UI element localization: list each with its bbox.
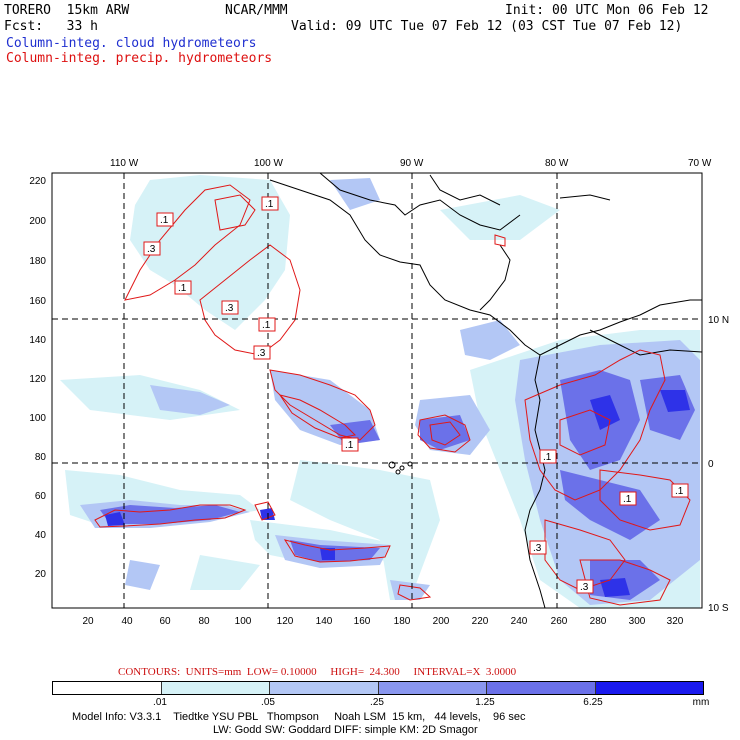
svg-text:.3: .3 <box>147 244 156 255</box>
x-tick: 320 <box>667 616 684 627</box>
lat-label: 0 <box>708 459 714 470</box>
svg-text:.1: .1 <box>178 283 187 294</box>
lon-label: 90 W <box>400 158 424 169</box>
model-name: TORERO 15km ARW <box>4 3 130 18</box>
x-tick: 180 <box>394 616 411 627</box>
y-tick: 20 <box>35 569 47 580</box>
y-tick: 220 <box>29 176 46 187</box>
scale-label: .01 <box>153 697 167 708</box>
contour-label: .3 <box>143 241 161 256</box>
svg-text:.1: .1 <box>160 215 169 226</box>
svg-text:.1: .1 <box>345 440 354 451</box>
y-tick: 60 <box>35 491 47 502</box>
color-scale-bar <box>52 681 704 695</box>
y-tick: 140 <box>29 335 46 346</box>
contour-info: CONTOURS: UNITS=mm LOW= 0.10000 HIGH= 24… <box>118 666 517 678</box>
x-tick: 300 <box>629 616 646 627</box>
contour-label: .1 <box>671 483 689 498</box>
contour-label: .3 <box>221 300 239 315</box>
y-tick: 200 <box>29 216 46 227</box>
x-tick: 100 <box>235 616 252 627</box>
contour-label: .1 <box>539 449 557 464</box>
x-tick: 220 <box>472 616 489 627</box>
x-tick: 80 <box>198 616 210 627</box>
lon-label: 80 W <box>545 158 569 169</box>
organization: NCAR/MMM <box>225 3 288 18</box>
svg-text:.1: .1 <box>675 486 684 497</box>
contour-label: .3 <box>253 345 271 360</box>
valid-time: Valid: 09 UTC Tue 07 Feb 12 (03 CST Tue … <box>291 19 683 34</box>
svg-text:.1: .1 <box>623 494 632 505</box>
color-swatch <box>486 682 595 694</box>
color-swatch <box>377 682 486 694</box>
y-tick: 120 <box>29 374 46 385</box>
right-lat-labels: 10 N 0 10 S <box>708 315 729 614</box>
color-swatch <box>53 682 161 694</box>
x-tick: 60 <box>159 616 171 627</box>
galapagos-islands <box>388 461 413 475</box>
contour-label: .1 <box>156 212 174 227</box>
svg-text:.3: .3 <box>225 303 234 314</box>
svg-text:.3: .3 <box>533 543 542 554</box>
svg-text:.3: .3 <box>580 582 589 593</box>
model-info-line2: LW: Godd SW: Goddard DIFF: simple KM: 2D… <box>213 724 478 736</box>
precip-contours <box>94 184 691 606</box>
left-tick-labels: 220 200 180 160 140 120 100 80 60 40 20 <box>29 176 46 580</box>
contour-label: .3 <box>576 579 594 594</box>
svg-text:.1: .1 <box>262 320 271 331</box>
lat-label: 10 N <box>708 315 729 326</box>
scale-label: .05 <box>261 697 275 708</box>
contour-label: .1 <box>258 317 276 332</box>
y-tick: 40 <box>35 530 47 541</box>
model-info-line1: Model Info: V3.3.1 Tiedtke YSU PBL Thomp… <box>72 711 526 723</box>
x-tick: 40 <box>121 616 133 627</box>
y-tick: 180 <box>29 256 46 267</box>
x-tick: 160 <box>354 616 371 627</box>
contour-label: .3 <box>529 540 547 555</box>
contour-label: .1 <box>619 491 637 506</box>
x-tick: 200 <box>433 616 450 627</box>
scale-label: 6.25 <box>583 697 603 708</box>
top-lon-labels: 110 W 100 W 90 W 80 W 70 W <box>110 158 712 169</box>
x-tick: 240 <box>511 616 528 627</box>
contour-label: .1 <box>174 280 192 295</box>
coastline <box>269 173 702 608</box>
color-swatch <box>160 682 269 694</box>
y-tick: 160 <box>29 296 46 307</box>
scale-label: 1.25 <box>475 697 495 708</box>
lon-label: 70 W <box>688 158 712 169</box>
forecast-hour: Fcst: 33 h <box>4 19 98 34</box>
svg-text:.1: .1 <box>265 199 274 210</box>
lon-label: 110 W <box>110 158 139 169</box>
x-tick: 20 <box>82 616 94 627</box>
lat-label: 10 S <box>708 603 729 614</box>
lon-label: 100 W <box>254 158 283 169</box>
scale-label: .25 <box>370 697 384 708</box>
field-label-cloud: Column-integ. cloud hydrometeors <box>6 36 257 51</box>
contour-label: .1 <box>261 196 279 211</box>
bottom-tick-labels: 20 40 60 80 100 120 140 160 180 200 220 … <box>82 616 683 627</box>
contour-label-boxes: .1 .1 .3 .1 .3 .1 .3 .1 .1 .1 .3 .3 .1 <box>143 196 689 594</box>
x-tick: 120 <box>277 616 294 627</box>
y-tick: 100 <box>29 413 46 424</box>
init-time: Init: 00 UTC Mon 06 Feb 12 <box>505 3 709 18</box>
color-swatch <box>594 682 703 694</box>
svg-text:.1: .1 <box>543 452 552 463</box>
contour-label: .1 <box>341 437 359 452</box>
field-label-precip: Column-integ. precip. hydrometeors <box>6 51 273 66</box>
scale-units: mm <box>692 697 710 708</box>
y-tick: 80 <box>35 452 47 463</box>
x-tick: 140 <box>316 616 333 627</box>
color-swatch <box>269 682 378 694</box>
latlon-grid <box>52 173 702 608</box>
x-tick: 280 <box>590 616 607 627</box>
map-frame <box>51 172 703 609</box>
svg-text:.3: .3 <box>257 348 266 359</box>
x-tick: 260 <box>551 616 568 627</box>
